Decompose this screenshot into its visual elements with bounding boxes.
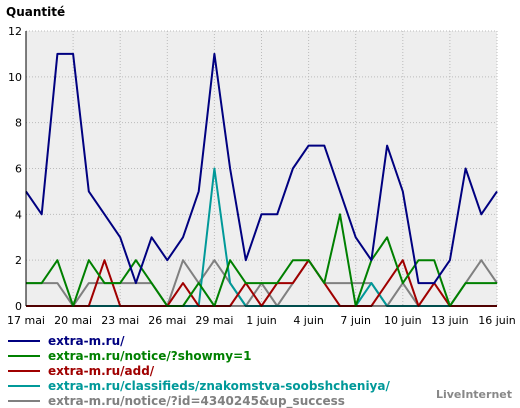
legend-item: extra-m.ru/notice/?showmy=1 (8, 348, 390, 363)
y-tick-label: 8 (15, 117, 22, 130)
x-tick-label: 17 mai (7, 314, 45, 327)
legend-item: extra-m.ru/notice/?id=4340245&up_success (8, 393, 390, 408)
y-tick-label: 10 (8, 71, 22, 84)
legend-label: extra-m.ru/add/ (48, 364, 154, 378)
legend-swatch (8, 355, 40, 357)
line-chart: Quantité 0 2 4 6 8 10 12 17 mai 20 mai 23 mai 26 … (0, 0, 520, 330)
legend-swatch (8, 370, 40, 372)
x-tick-label: 16 juin (478, 314, 516, 327)
x-tick-label: 13 juin (431, 314, 469, 327)
y-tick-labels: 0 2 4 6 8 10 12 (8, 25, 22, 313)
y-tick-label: 6 (15, 163, 22, 176)
x-tick-label: 1 juin (246, 314, 277, 327)
x-tick-label: 26 mai (148, 314, 186, 327)
legend-item: extra-m.ru/classifieds/znakomstva-soobsh… (8, 378, 390, 393)
plot-area (26, 31, 497, 306)
legend-swatch (8, 385, 40, 387)
legend-item: extra-m.ru/ (8, 333, 390, 348)
legend-label: extra-m.ru/notice/?showmy=1 (48, 349, 252, 363)
x-tick-label: 23 mai (101, 314, 139, 327)
x-tick-label: 7 juin (340, 314, 371, 327)
credit-label: LiveInternet (436, 388, 512, 401)
y-axis-label: Quantité (6, 5, 65, 19)
legend-item: extra-m.ru/add/ (8, 363, 390, 378)
y-tick-label: 0 (15, 300, 22, 313)
x-tick-label: 29 mai (195, 314, 233, 327)
x-tick-labels: 17 mai 20 mai 23 mai 26 mai 29 mai 1 juin 4 ju… (7, 314, 516, 327)
legend-swatch (8, 400, 40, 402)
legend-label: extra-m.ru/notice/?id=4340245&up_success (48, 394, 345, 408)
y-tick-label: 12 (8, 25, 22, 38)
x-tick-label: 10 juin (384, 314, 422, 327)
x-tick-label: 20 mai (54, 314, 92, 327)
y-tick-label: 4 (15, 208, 22, 221)
legend-label: extra-m.ru/ (48, 334, 125, 348)
y-tick-label: 2 (15, 254, 22, 267)
legend-label: extra-m.ru/classifieds/znakomstva-soobsh… (48, 379, 390, 393)
x-tick-label: 4 juin (293, 314, 324, 327)
legend-swatch (8, 340, 40, 342)
